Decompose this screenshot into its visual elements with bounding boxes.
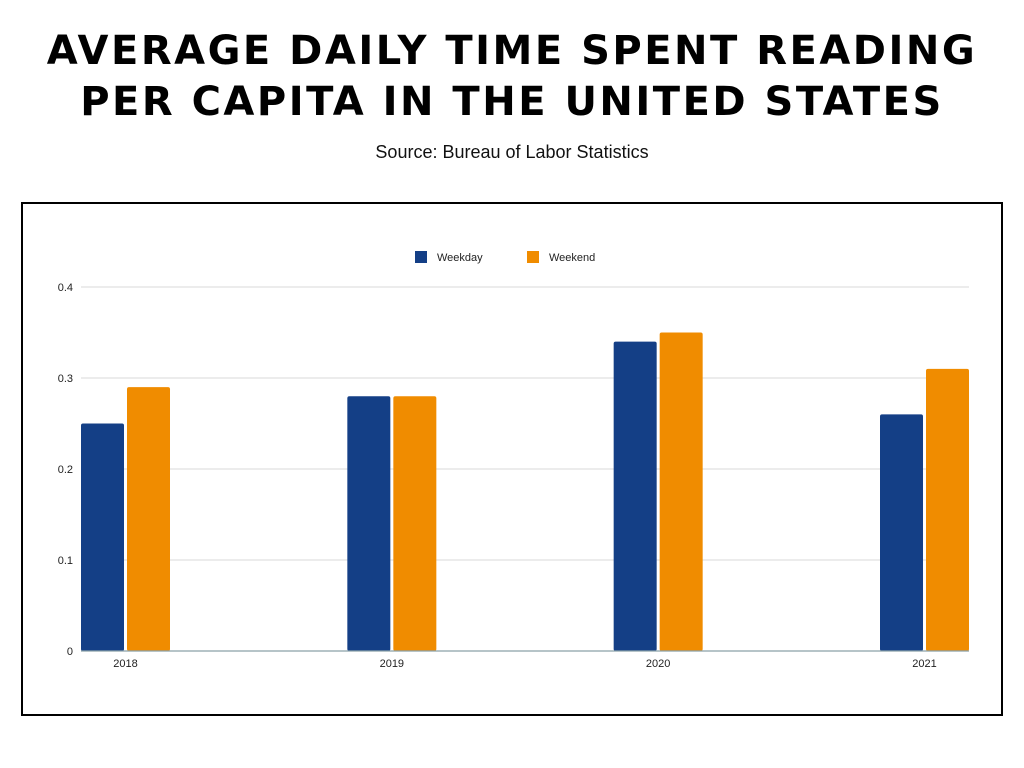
x-tick-label: 2021 xyxy=(912,658,936,670)
bar-weekday-2020 xyxy=(613,341,657,651)
chart-title: AVERAGE DAILY TIME SPENT READING PER CAP… xyxy=(46,28,978,125)
x-tick-label: 2020 xyxy=(646,658,670,670)
bar-weekend-2020 xyxy=(659,332,703,651)
y-tick-label: 0.4 xyxy=(58,282,73,294)
chart-subtitle: Source: Bureau of Labor Statistics xyxy=(375,142,649,162)
x-tick-label: 2018 xyxy=(113,658,137,670)
chart-frame: 0 0.1 0.2 0.3 0.4 2018 2019 2020 2021 Weekday Week… xyxy=(21,202,1003,716)
x-tick-label: 2019 xyxy=(380,658,404,670)
bar-weekend-2018 xyxy=(127,387,170,651)
bar-weekday-2018 xyxy=(81,423,124,651)
y-tick-label: 0 xyxy=(67,646,73,658)
bar-weekday-2021 xyxy=(880,414,923,651)
legend-label-weekday: Weekday xyxy=(437,252,483,264)
y-tick-label: 0.1 xyxy=(58,555,73,567)
legend-swatch-weekday xyxy=(415,251,427,263)
bar-weekend-2019 xyxy=(393,396,437,651)
bar-chart: 0 0.1 0.2 0.3 0.4 2018 2019 2020 2021 Weekday Week… xyxy=(58,251,969,670)
legend-label-weekend: Weekend xyxy=(549,252,595,264)
bar-weekday-2019 xyxy=(347,396,391,651)
y-tick-label: 0.2 xyxy=(58,464,73,476)
legend-swatch-weekend xyxy=(527,251,539,263)
y-tick-label: 0.3 xyxy=(58,373,73,385)
bar-weekend-2021 xyxy=(926,368,969,651)
